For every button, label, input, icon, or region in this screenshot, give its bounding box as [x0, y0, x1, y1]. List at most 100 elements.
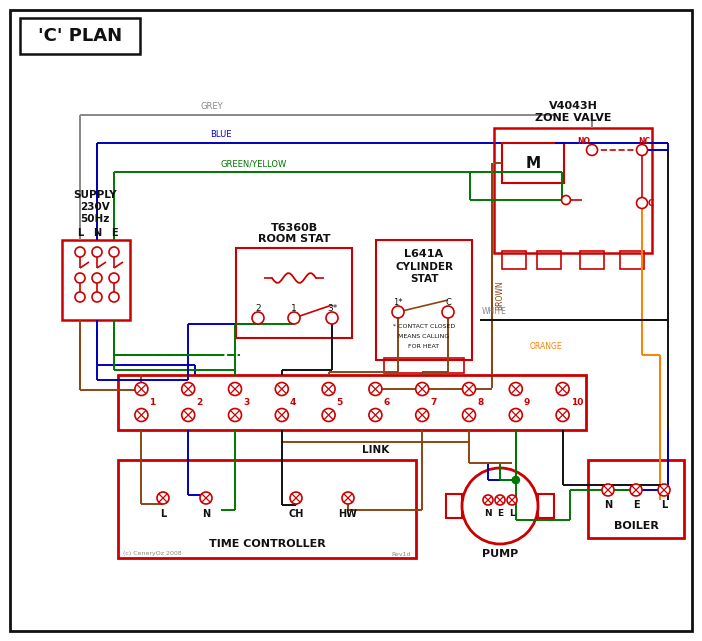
Circle shape [462, 468, 538, 544]
Text: Rev1d: Rev1d [392, 551, 411, 556]
Text: E: E [633, 500, 640, 510]
Circle shape [416, 383, 429, 395]
Text: 1: 1 [150, 397, 156, 406]
Circle shape [442, 306, 454, 318]
Text: BROWN: BROWN [495, 280, 504, 310]
Circle shape [92, 273, 102, 283]
Bar [494, 128, 652, 253]
Text: TIME CONTROLLER: TIME CONTROLLER [208, 539, 325, 549]
Circle shape [507, 495, 517, 505]
Circle shape [586, 144, 597, 156]
Text: MEANS CALLING: MEANS CALLING [398, 333, 449, 338]
Bar [384, 358, 464, 373]
Text: L: L [509, 510, 515, 519]
Bar [537, 251, 561, 269]
Text: 1: 1 [291, 303, 297, 313]
Circle shape [252, 312, 264, 324]
Circle shape [342, 492, 354, 504]
Text: LINK: LINK [362, 445, 389, 455]
Bar [588, 460, 684, 538]
Circle shape [602, 484, 614, 496]
Text: * CONTACT CLOSED: * CONTACT CLOSED [393, 324, 455, 328]
Text: 1*: 1* [393, 297, 403, 306]
Bar [62, 240, 130, 320]
Text: NC: NC [638, 137, 650, 146]
Circle shape [463, 408, 475, 422]
Text: C: C [648, 199, 654, 208]
Text: SUPPLY: SUPPLY [73, 190, 117, 200]
Text: GREEN/YELLOW: GREEN/YELLOW [220, 159, 286, 168]
Circle shape [369, 383, 382, 395]
Text: L641A: L641A [404, 249, 444, 259]
Circle shape [109, 247, 119, 257]
Bar [502, 143, 564, 183]
Text: 5: 5 [336, 397, 343, 406]
Circle shape [157, 492, 169, 504]
Text: E: E [111, 228, 117, 238]
Circle shape [637, 197, 647, 208]
Circle shape [392, 306, 404, 318]
Text: BOILER: BOILER [614, 521, 658, 531]
Circle shape [275, 408, 289, 422]
Circle shape [509, 383, 522, 395]
Circle shape [630, 484, 642, 496]
Text: FOR HEAT: FOR HEAT [409, 344, 439, 349]
Text: V4043H: V4043H [548, 101, 597, 111]
Text: (c) CeneryOz 2008: (c) CeneryOz 2008 [123, 551, 182, 556]
Circle shape [92, 247, 102, 257]
Circle shape [182, 383, 194, 395]
Circle shape [275, 383, 289, 395]
Text: 4: 4 [290, 397, 296, 406]
Text: E: E [497, 510, 503, 519]
Text: N: N [484, 510, 492, 519]
Text: 230V: 230V [80, 202, 110, 212]
Circle shape [369, 408, 382, 422]
Text: STAT: STAT [410, 274, 438, 284]
Circle shape [228, 383, 241, 395]
Circle shape [228, 408, 241, 422]
Text: M: M [525, 156, 541, 171]
Text: 3*: 3* [327, 303, 337, 313]
Text: N: N [93, 228, 101, 238]
Text: NO: NO [578, 137, 590, 146]
Circle shape [75, 273, 85, 283]
Text: 'C' PLAN: 'C' PLAN [38, 27, 122, 45]
Circle shape [92, 292, 102, 302]
Circle shape [75, 247, 85, 257]
Bar [376, 240, 472, 360]
Text: ORANGE: ORANGE [530, 342, 562, 351]
Text: PUMP: PUMP [482, 549, 518, 559]
Text: N: N [202, 509, 210, 519]
Text: 2: 2 [196, 397, 202, 406]
Text: GREY: GREY [200, 102, 223, 111]
Bar [580, 251, 604, 269]
Bar [538, 494, 554, 518]
Bar [446, 494, 462, 518]
Text: 7: 7 [430, 397, 437, 406]
Text: 50Hz: 50Hz [80, 214, 110, 224]
Circle shape [290, 492, 302, 504]
Circle shape [182, 408, 194, 422]
Text: 10: 10 [571, 397, 583, 406]
Text: L: L [160, 509, 166, 519]
Circle shape [483, 495, 493, 505]
Circle shape [495, 495, 505, 505]
Circle shape [509, 408, 522, 422]
Circle shape [637, 144, 647, 156]
Text: T6360B: T6360B [270, 223, 317, 233]
Circle shape [109, 292, 119, 302]
Text: 8: 8 [477, 397, 483, 406]
Circle shape [135, 408, 148, 422]
Bar [502, 251, 526, 269]
Circle shape [288, 312, 300, 324]
Text: ROOM STAT: ROOM STAT [258, 234, 330, 244]
Bar [118, 460, 416, 558]
Circle shape [463, 383, 475, 395]
Circle shape [658, 484, 670, 496]
Text: ZONE VALVE: ZONE VALVE [535, 113, 611, 123]
Bar [118, 375, 586, 430]
Circle shape [556, 408, 569, 422]
Circle shape [326, 312, 338, 324]
Text: 6: 6 [383, 397, 390, 406]
Circle shape [75, 292, 85, 302]
